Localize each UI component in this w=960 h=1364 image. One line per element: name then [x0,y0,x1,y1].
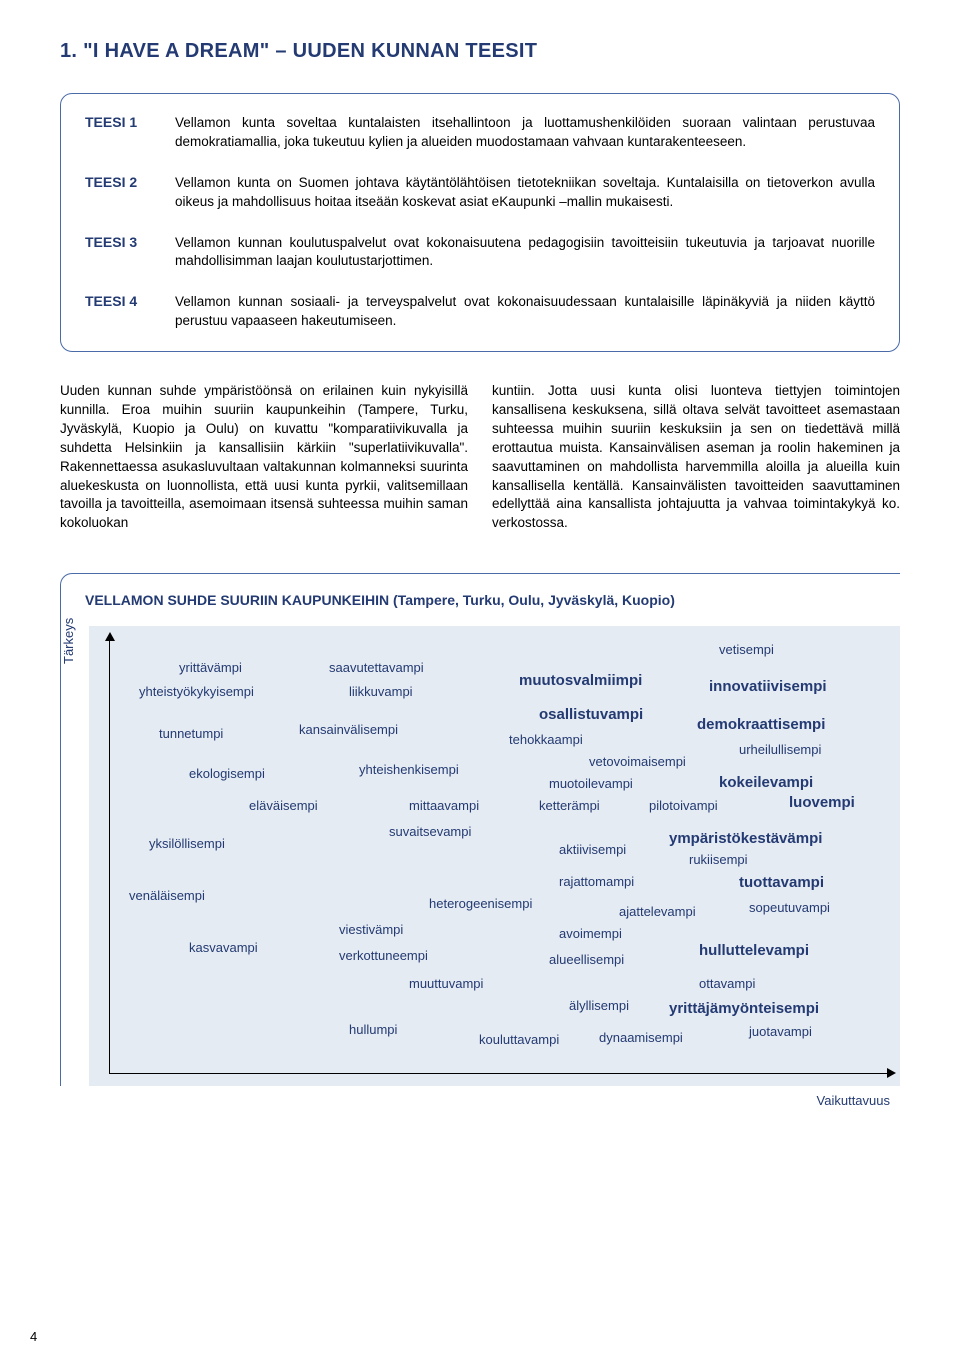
chart-word: muuttuvampi [409,976,483,991]
arrow-right-icon [887,1068,896,1078]
chart-word: tehokkaampi [509,732,583,747]
chart-word: ottavampi [699,976,755,991]
page-title: 1. "I HAVE A DREAM" – UUDEN KUNNAN TEESI… [60,40,900,63]
xaxis-label: Vaikuttavuus [817,1093,890,1108]
chart-word: kouluttavampi [479,1032,559,1047]
chart-word: venäläisempi [129,888,205,903]
chart-word: dynaamisempi [599,1030,683,1045]
page-number: 4 [30,1329,37,1344]
chart-word: urheilullisempi [739,742,821,757]
chart-word: yksilöllisempi [149,836,225,851]
chart-word: liikkuvampi [349,684,413,699]
chart-word: vetisempi [719,642,774,657]
chart-word: kansainvälisempi [299,722,398,737]
chart-word: yhteistyökykyisempi [139,684,254,699]
chart-word: vetovoimaisempi [589,754,686,769]
chart-word: avoimempi [559,926,622,941]
chart-word: saavutettavampi [329,660,424,675]
chart-word: ympäristökestävämpi [669,830,822,847]
chart-word: hullumpi [349,1022,397,1037]
arrow-up-icon [105,632,115,641]
teesi-text: Vellamon kunta soveltaa kuntalaisten its… [175,114,875,152]
teesi-label: TEESI 1 [85,114,175,152]
yaxis-label: Tärkeys [61,618,76,664]
chart-word: yhteishenkisempi [359,762,459,777]
chart-word: yrittäjämyönteisempi [669,1000,819,1017]
teesi-text: Vellamon kunnan koulutuspalvelut ovat ko… [175,234,875,272]
chart-word: aktiivisempi [559,842,626,857]
chart-word: osallistuvampi [539,706,643,723]
chart-word: rukiisempi [689,852,748,867]
teesi-label: TEESI 3 [85,234,175,272]
chart-word: pilotoivampi [649,798,718,813]
body-col-right: kuntiin. Jotta uusi kunta olisi luonteva… [492,382,900,533]
chart-area: Tärkeys Vaikuttavuus yrittävämpisaavutet… [89,626,900,1086]
chart-word: ajattelevampi [619,904,696,919]
teesi-row: TEESI 3 Vellamon kunnan koulutuspalvelut… [85,234,875,272]
teesi-text: Vellamon kunnan sosiaali- ja terveyspalv… [175,293,875,331]
chart-word: ketterämpi [539,798,600,813]
axis-y-line [109,640,110,1074]
chart-word: suvaitsevampi [389,824,471,839]
teesi-box: TEESI 1 Vellamon kunta soveltaa kuntalai… [60,93,900,352]
chart-word: innovatiivisempi [709,678,827,695]
chart-title: VELLAMON SUHDE SUURIIN KAUPUNKEIHIN (Tam… [85,592,900,608]
chart-word: muotoilevampi [549,776,633,791]
chart-word: mittaavampi [409,798,479,813]
chart-word: ekologisempi [189,766,265,781]
teesi-row: TEESI 2 Vellamon kunta on Suomen johtava… [85,174,875,212]
chart-word: juotavampi [749,1024,812,1039]
axis-x-line [109,1073,888,1074]
chart-word: tuottavampi [739,874,824,891]
chart-word: kasvavampi [189,940,258,955]
chart-word: heterogeenisempi [429,896,532,911]
chart-word: rajattomampi [559,874,634,889]
teesi-text: Vellamon kunta on Suomen johtava käytänt… [175,174,875,212]
chart-word: yrittävämpi [179,660,242,675]
chart-word: alueellisempi [549,952,624,967]
chart-word: tunnetumpi [159,726,223,741]
chart-word: viestivämpi [339,922,403,937]
chart-word: verkottuneempi [339,948,428,963]
teesi-label: TEESI 2 [85,174,175,212]
teesi-row: TEESI 1 Vellamon kunta soveltaa kuntalai… [85,114,875,152]
chart-container: VELLAMON SUHDE SUURIIN KAUPUNKEIHIN (Tam… [60,573,900,1086]
chart-word: sopeutuvampi [749,900,830,915]
body-columns: Uuden kunnan suhde ympäristöönsä on eril… [60,382,900,533]
teesi-label: TEESI 4 [85,293,175,331]
chart-word: demokraattisempi [697,716,825,733]
chart-word: luovempi [789,794,855,811]
chart-word: muutosvalmiimpi [519,672,642,689]
chart-word: hulluttelevampi [699,942,809,959]
chart-word: kokeilevampi [719,774,813,791]
body-col-left: Uuden kunnan suhde ympäristöönsä on eril… [60,382,468,533]
teesi-row: TEESI 4 Vellamon kunnan sosiaali- ja ter… [85,293,875,331]
chart-word: älyllisempi [569,998,629,1013]
chart-word: eläväisempi [249,798,318,813]
